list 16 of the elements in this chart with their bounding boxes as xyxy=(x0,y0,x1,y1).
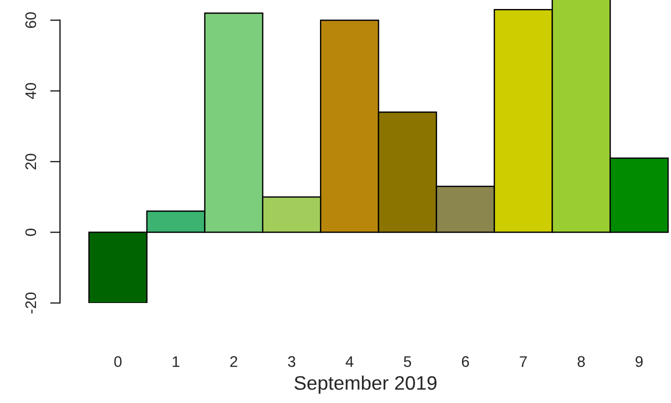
y-tick-label: 20 xyxy=(25,154,36,170)
x-tick-label: 4 xyxy=(346,356,354,367)
x-tick-label: 2 xyxy=(230,356,238,367)
x-axis-title: September 2019 xyxy=(294,376,436,394)
x-tick-label: 0 xyxy=(114,356,122,367)
x-tick-label: 9 xyxy=(636,356,643,367)
x-tick-label: 8 xyxy=(578,356,585,367)
y-tick-label: 60 xyxy=(25,12,36,28)
x-tick-label: 5 xyxy=(404,356,412,367)
x-tick-label: 3 xyxy=(288,356,296,367)
x-tick-label: 7 xyxy=(520,356,527,367)
y-tick-label: 0 xyxy=(25,228,36,236)
y-tick-label: -20 xyxy=(25,292,36,314)
y-tick-label: 40 xyxy=(25,83,36,100)
x-tick-label: 6 xyxy=(462,356,469,367)
x-tick-label: 1 xyxy=(172,356,180,367)
